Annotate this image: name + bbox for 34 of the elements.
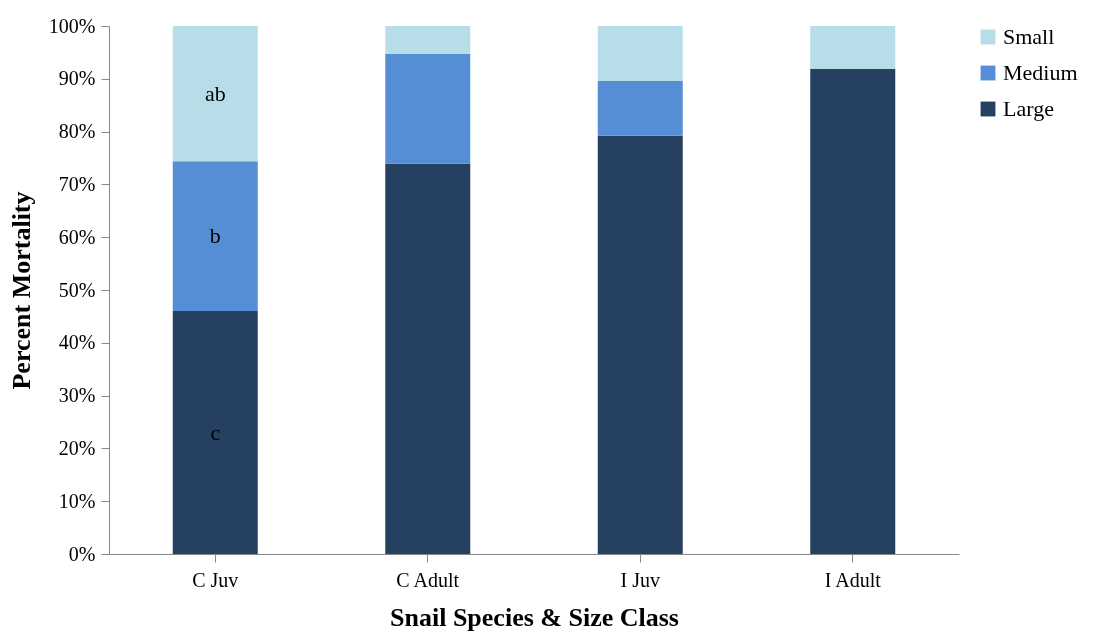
- y-tick-label: 30%: [58, 384, 96, 407]
- x-tick-label: I Adult: [824, 568, 882, 591]
- y-tick-label: 60%: [58, 225, 96, 248]
- bar: [172, 161, 258, 312]
- bar: [810, 68, 896, 554]
- y-tick-label: 20%: [58, 436, 96, 459]
- bar: [172, 26, 258, 162]
- bar: [172, 311, 258, 554]
- legend-label: Small: [1003, 24, 1055, 49]
- bar: [597, 135, 683, 554]
- bar: [597, 26, 683, 81]
- bar: [810, 26, 896, 69]
- bar: [385, 26, 471, 54]
- x-axis-title: Snail Species & Size Class: [390, 602, 679, 632]
- y-axis-title: Percent Mortality: [6, 191, 36, 390]
- y-tick-label: 70%: [58, 172, 96, 195]
- annotation: ab: [204, 80, 226, 106]
- x-tick-label: C Juv: [192, 568, 239, 591]
- x-tick-label: I Juv: [620, 568, 660, 591]
- y-tick-label: 0%: [68, 542, 96, 565]
- y-tick-label: 80%: [58, 120, 96, 143]
- bar: [385, 163, 471, 554]
- y-tick-label: 90%: [58, 67, 96, 90]
- y-tick-label: 100%: [48, 14, 96, 37]
- annotation: b: [209, 223, 221, 249]
- annotation: c: [210, 419, 221, 445]
- bar: [597, 80, 683, 136]
- bar: [385, 53, 471, 164]
- y-tick-label: 10%: [58, 489, 96, 512]
- x-tick-label: C Adult: [396, 568, 460, 591]
- legend-label: Medium: [1003, 60, 1078, 85]
- y-tick-label: 40%: [58, 331, 96, 354]
- legend-label: Large: [1003, 96, 1054, 121]
- y-tick-label: 50%: [58, 278, 96, 301]
